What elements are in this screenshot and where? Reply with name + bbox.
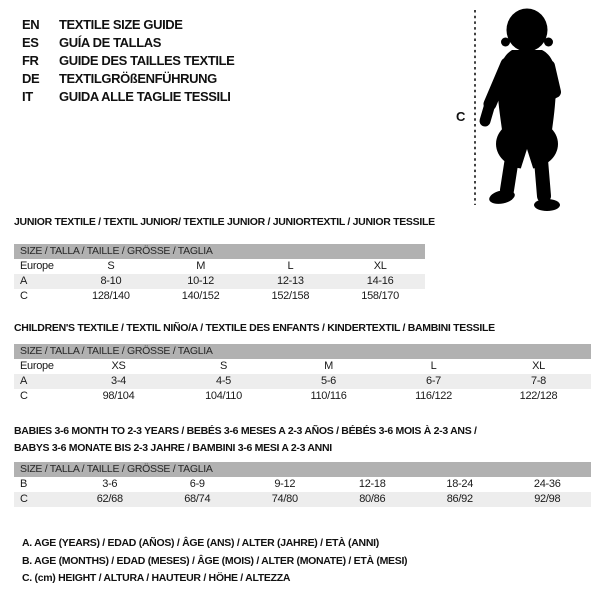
row-label: A <box>20 375 28 387</box>
language-row: IT GUIDA ALLE TAGLIE TESSILI <box>22 88 234 106</box>
language-header: EN TEXTILE SIZE GUIDE ES GUÍA DE TALLAS … <box>22 16 235 106</box>
table-row: A 3-4 4-5 5-6 6-7 7-8 <box>14 374 591 389</box>
legend-line-c: C. (cm) HEIGHT / ALTURA / HAUTEUR / HÖHE… <box>22 572 291 584</box>
cell: M <box>196 260 206 272</box>
row-label: Europe <box>20 260 54 272</box>
table-row: C 62/68 68/74 74/80 80/86 86/92 92/98 <box>14 492 591 507</box>
cell: 74/80 <box>271 493 298 505</box>
cell: 122/128 <box>519 390 558 402</box>
cell: 18-24 <box>446 478 474 490</box>
language-label: GUIDE DES TAILLES TEXTILE <box>59 53 235 68</box>
cell: 80/86 <box>359 493 386 505</box>
cell: 8-10 <box>100 275 122 287</box>
cell: 98/104 <box>102 390 135 402</box>
cell: 3-6 <box>102 478 118 490</box>
size-header-row: SIZE / TALLA / TAILLE / GRÖSSE / TAGLIA <box>14 344 591 359</box>
cell: L <box>430 360 437 372</box>
cell: 104/110 <box>205 390 242 402</box>
row-label: C <box>20 493 28 505</box>
cell: 4-5 <box>216 375 231 387</box>
cell: 12-18 <box>358 478 386 490</box>
language-row: DE TEXTILGRÖßENFÜHRUNG <box>22 70 234 88</box>
cell: 7-8 <box>531 375 546 387</box>
cell: 62/68 <box>96 493 123 505</box>
junior-table-title: JUNIOR TEXTILE / TEXTIL JUNIOR/ TEXTILE … <box>14 216 435 228</box>
language-row: FR GUIDE DES TAILLES TEXTILE <box>22 52 235 70</box>
cell: 92/98 <box>534 493 561 505</box>
cell: S <box>107 260 115 272</box>
cell: 152/158 <box>271 290 310 302</box>
language-code: FR <box>22 53 39 68</box>
cell: M <box>324 360 333 372</box>
legend-line-a: A. AGE (YEARS) / EDAD (AÑOS) / ÂGE (ANS)… <box>22 537 379 549</box>
cell: 10-12 <box>187 275 214 287</box>
table-row: Europe S M L XL <box>14 259 425 274</box>
row-label: Europe <box>20 360 54 372</box>
cell: 3-4 <box>111 375 126 387</box>
language-code: IT <box>22 89 33 104</box>
language-code: DE <box>22 71 40 86</box>
language-row: EN TEXTILE SIZE GUIDE <box>22 16 234 34</box>
row-label: B <box>20 478 28 490</box>
table-row: C 128/140 140/152 152/158 158/170 <box>14 289 425 304</box>
cell: XL <box>532 360 545 372</box>
cell: 6-9 <box>189 478 205 490</box>
height-label: C <box>456 109 466 124</box>
baby-figure: C <box>450 0 600 215</box>
cell: L <box>287 260 294 272</box>
babies-table: SIZE / TALLA / TAILLE / GRÖSSE / TAGLIA … <box>14 462 591 507</box>
measurement-legend: A. AGE (YEARS) / EDAD (AÑOS) / ÂGE (ANS)… <box>22 535 408 588</box>
language-label: GUÍA DE TALLAS <box>59 35 162 50</box>
cell: 116/122 <box>415 390 452 402</box>
cell: XL <box>373 260 387 272</box>
cell: 158/170 <box>361 290 399 302</box>
cell: 5-6 <box>321 375 336 387</box>
babies-table-title-line1: BABIES 3-6 MONTH TO 2-3 YEARS / BEBÉS 3-… <box>14 425 477 437</box>
language-label: GUIDA ALLE TAGLIE TESSILI <box>59 89 231 104</box>
cell: 68/74 <box>184 493 211 505</box>
baby-silhouette-icon <box>479 8 561 211</box>
junior-table: SIZE / TALLA / TAILLE / GRÖSSE / TAGLIA … <box>14 244 425 304</box>
cell: 6-7 <box>426 375 441 387</box>
cell: S <box>219 360 228 372</box>
cell: XS <box>111 360 126 372</box>
language-label: TEXTILGRÖßENFÜHRUNG <box>59 71 217 86</box>
language-code: EN <box>22 17 40 32</box>
babies-table-title: BABIES 3-6 MONTH TO 2-3 YEARS / BEBÉS 3-… <box>14 423 574 457</box>
cell: 14-16 <box>366 275 394 287</box>
table-row: A 8-10 10-12 12-13 14-16 <box>14 274 425 289</box>
row-label: C <box>20 290 28 302</box>
cell: 86/92 <box>446 493 473 505</box>
language-label: TEXTILE SIZE GUIDE <box>59 17 183 32</box>
legend-line-b: B. AGE (MONTHS) / EDAD (MESES) / ÂGE (MO… <box>22 554 408 567</box>
cell: 140/152 <box>181 290 220 302</box>
cell: 12-13 <box>277 275 304 287</box>
row-label: C <box>20 390 28 402</box>
size-header-row: SIZE / TALLA / TAILLE / GRÖSSE / TAGLIA <box>14 462 591 477</box>
cell: 24-36 <box>533 478 561 490</box>
cell: 110/116 <box>310 390 347 402</box>
cell: 9-12 <box>274 478 296 490</box>
size-header-row: SIZE / TALLA / TAILLE / GRÖSSE / TAGLIA <box>14 244 425 259</box>
children-table-title: CHILDREN'S TEXTILE / TEXTIL NIÑO/A / TEX… <box>14 322 495 334</box>
table-row: C 98/104 104/110 110/116 116/122 122/128 <box>14 389 591 404</box>
babies-table-title-line2: BABYS 3-6 MONATE BIS 2-3 JAHRE / BAMBINI… <box>14 442 332 454</box>
language-row: ES GUÍA DE TALLAS <box>22 34 234 52</box>
row-label: A <box>20 275 28 287</box>
language-code: ES <box>22 35 39 50</box>
cell: 128/140 <box>92 290 130 302</box>
table-row: B 3-6 6-9 9-12 12-18 18-24 24-36 <box>14 477 591 492</box>
children-table: SIZE / TALLA / TAILLE / GRÖSSE / TAGLIA … <box>14 344 591 404</box>
table-row: Europe XS S M L XL <box>14 359 591 374</box>
